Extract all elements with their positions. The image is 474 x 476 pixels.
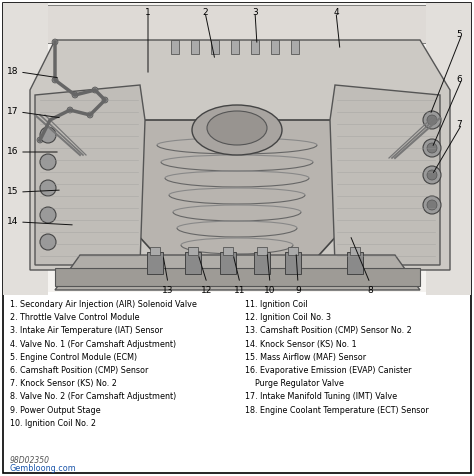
Circle shape [40, 234, 56, 250]
Text: Purge Regulator Valve: Purge Regulator Valve [245, 379, 344, 388]
Bar [231, 40, 239, 54]
Text: 15. Mass Airflow (MAF) Sensor: 15. Mass Airflow (MAF) Sensor [245, 353, 366, 362]
Text: 16: 16 [7, 148, 18, 157]
Text: 9: 9 [295, 286, 301, 295]
Text: 13: 13 [162, 286, 174, 295]
Circle shape [40, 207, 56, 223]
Text: 3: 3 [252, 8, 258, 17]
Bar [3, 3, 48, 295]
Text: 7. Knock Sensor (KS) No. 2: 7. Knock Sensor (KS) No. 2 [10, 379, 117, 388]
Circle shape [427, 115, 437, 125]
Circle shape [427, 143, 437, 153]
Polygon shape [35, 85, 145, 265]
Text: 17. Intake Manifold Tuning (IMT) Valve: 17. Intake Manifold Tuning (IMT) Valve [245, 392, 397, 401]
Text: 8. Valve No. 2 (For Camshaft Adjustment): 8. Valve No. 2 (For Camshaft Adjustment) [10, 392, 176, 401]
Text: 11. Ignition Coil: 11. Ignition Coil [245, 300, 308, 309]
Bar [191, 40, 199, 54]
Bar [211, 40, 219, 54]
Text: 16. Evaporative Emission (EVAP) Canister: 16. Evaporative Emission (EVAP) Canister [245, 366, 411, 375]
Polygon shape [30, 40, 450, 270]
Text: 3. Intake Air Temperature (IAT) Sensor: 3. Intake Air Temperature (IAT) Sensor [10, 327, 163, 336]
Text: 4. Valve No. 1 (For Camshaft Adjustment): 4. Valve No. 1 (For Camshaft Adjustment) [10, 339, 176, 348]
Circle shape [40, 180, 56, 196]
Text: 10: 10 [264, 286, 276, 295]
Circle shape [427, 200, 437, 210]
Circle shape [423, 139, 441, 157]
Circle shape [92, 87, 98, 93]
Ellipse shape [192, 105, 282, 155]
Text: 10. Ignition Coil No. 2: 10. Ignition Coil No. 2 [10, 419, 96, 428]
Bar [350, 247, 360, 255]
Text: 12: 12 [201, 286, 213, 295]
Circle shape [423, 166, 441, 184]
Bar [150, 247, 160, 255]
Text: 6. Camshaft Position (CMP) Sensor: 6. Camshaft Position (CMP) Sensor [10, 366, 148, 375]
Bar [271, 40, 279, 54]
Polygon shape [55, 255, 420, 290]
Text: 6: 6 [456, 75, 462, 84]
Circle shape [427, 170, 437, 180]
Circle shape [423, 196, 441, 214]
Bar [257, 247, 267, 255]
Text: 9. Power Output Stage: 9. Power Output Stage [10, 406, 100, 415]
Text: 1: 1 [145, 8, 151, 17]
Text: 15: 15 [7, 188, 18, 197]
Text: Gembloong.com: Gembloong.com [10, 464, 77, 473]
Text: 2: 2 [202, 8, 208, 17]
Text: 7: 7 [456, 120, 462, 129]
Text: 17: 17 [7, 108, 18, 117]
Text: 98D02350: 98D02350 [10, 456, 50, 465]
Circle shape [67, 107, 73, 113]
Bar [30, 5, 444, 43]
Circle shape [423, 111, 441, 129]
Bar [426, 3, 471, 295]
Bar [288, 247, 298, 255]
Text: 11: 11 [234, 286, 246, 295]
Circle shape [37, 137, 43, 143]
Bar [254, 252, 270, 274]
Text: 8: 8 [367, 286, 373, 295]
Circle shape [87, 112, 93, 118]
Text: 18: 18 [7, 68, 18, 77]
Bar [347, 252, 363, 274]
Bar [223, 247, 233, 255]
Bar [291, 40, 299, 54]
Circle shape [102, 97, 108, 103]
Text: 12. Ignition Coil No. 3: 12. Ignition Coil No. 3 [245, 313, 331, 322]
Text: 14. Knock Sensor (KS) No. 1: 14. Knock Sensor (KS) No. 1 [245, 339, 356, 348]
Text: 18. Engine Coolant Temperature (ECT) Sensor: 18. Engine Coolant Temperature (ECT) Sen… [245, 406, 429, 415]
Circle shape [40, 127, 56, 143]
Circle shape [72, 92, 78, 98]
Circle shape [52, 77, 58, 83]
Bar [220, 252, 236, 274]
Circle shape [52, 39, 58, 45]
Polygon shape [330, 85, 440, 265]
Bar [3, 3, 471, 292]
Bar [188, 247, 198, 255]
Bar [55, 268, 420, 286]
Text: 14: 14 [7, 218, 18, 227]
Text: 2. Throttle Valve Control Module: 2. Throttle Valve Control Module [10, 313, 139, 322]
Text: 5. Engine Control Module (ECM): 5. Engine Control Module (ECM) [10, 353, 137, 362]
Bar [285, 252, 301, 274]
Text: 5: 5 [456, 30, 462, 39]
Circle shape [40, 154, 56, 170]
Text: 13. Camshaft Position (CMP) Sensor No. 2: 13. Camshaft Position (CMP) Sensor No. 2 [245, 327, 412, 336]
Bar [185, 252, 201, 274]
Bar [147, 252, 163, 274]
Ellipse shape [207, 111, 267, 145]
Text: 4: 4 [333, 8, 339, 17]
Bar [171, 40, 179, 54]
Text: 1. Secondary Air Injection (AIR) Solenoid Valve: 1. Secondary Air Injection (AIR) Solenoi… [10, 300, 197, 309]
Bar [251, 40, 259, 54]
Polygon shape [115, 120, 360, 265]
